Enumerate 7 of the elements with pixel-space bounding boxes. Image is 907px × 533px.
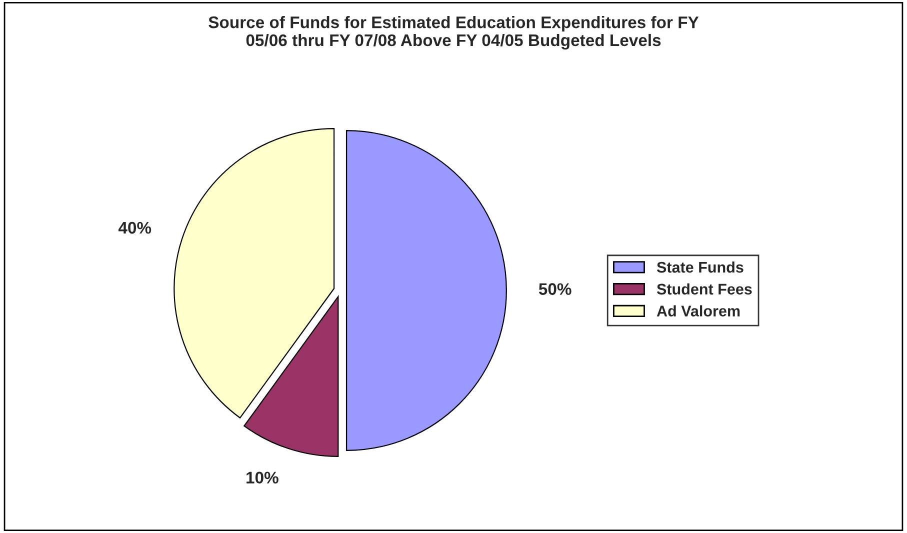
legend-label: State Funds [656, 261, 744, 273]
data-label: 40% [118, 222, 152, 234]
chart-title: Source of Funds for Estimated Education Expenditures for FY 05/06 thru FY 07/08 Above FY 04/05 Budgeted Levels [208, 16, 699, 50]
data-label: 50% [538, 283, 572, 295]
data-label: 10% [246, 472, 278, 484]
legend-label: Ad Valorem [656, 305, 740, 316]
legend-label: Student Fees [656, 283, 752, 295]
